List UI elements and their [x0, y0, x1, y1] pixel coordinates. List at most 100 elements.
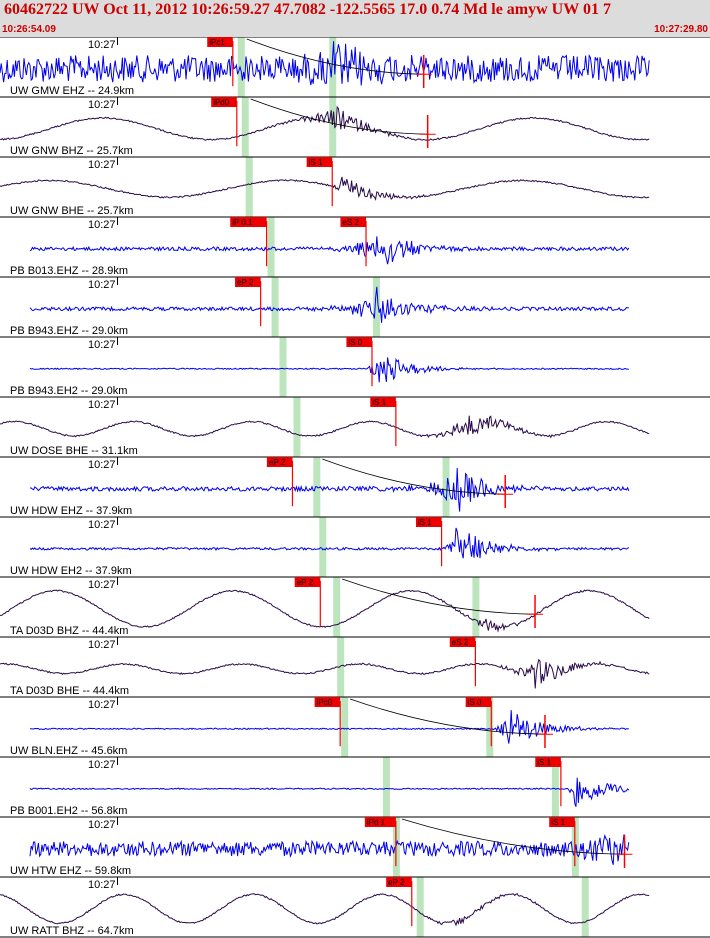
s-pick-flag[interactable]: [549, 817, 575, 827]
trace-row[interactable]: 10:27 iS 1 PB B001.EH2 -- 56.8km: [0, 756, 710, 817]
s-pick-flag[interactable]: [465, 697, 492, 707]
pick-window: [293, 397, 301, 457]
pick-window: [237, 37, 245, 97]
pick-window: [329, 97, 337, 157]
trace-row[interactable]: 10:27 eP 2 UW HDW EHZ -- 37.9km: [0, 456, 710, 517]
s-pick-label: iS 0: [348, 338, 362, 347]
trace-row[interactable]: 10:27 eS 2 TA D03D BHE -- 44.4km: [0, 636, 710, 697]
theory-curve: [322, 458, 506, 495]
trace-row[interactable]: 10:27 iS 1 UW DOSE BHE -- 31.1km: [0, 396, 710, 457]
p-pick-label: eP 2: [269, 458, 286, 467]
p-pick-flag[interactable]: [211, 97, 237, 107]
s-pick-label: eS 2: [452, 638, 469, 647]
station-label: UW GNW BHE -- 25.7km: [10, 205, 133, 217]
p-pick-label: iPd0: [213, 98, 230, 107]
p-pick-label: eP 2: [297, 578, 314, 587]
station-label: PB B943.EH2 -- 29.0km: [10, 385, 127, 397]
station-label: UW HDW EHZ -- 37.9km: [10, 505, 132, 517]
s-pick-label: iS 1: [551, 818, 565, 827]
trace-row[interactable]: 10:27 eP 2 PB B943.EHZ -- 29.0km: [0, 276, 710, 337]
pick-window: [341, 697, 349, 757]
waveform: [29, 527, 630, 559]
waveform: [29, 357, 629, 383]
pick-window: [271, 277, 279, 337]
p-pick-flag[interactable]: [230, 217, 267, 227]
minute-label: 10:27: [88, 219, 116, 231]
minute-label: 10:27: [88, 579, 116, 591]
theory-curve: [342, 578, 536, 615]
trace-row[interactable]: 10:27 iPc0 iS 0 UW BLN.EHZ -- 45.6km: [0, 696, 710, 757]
waveform: [0, 41, 650, 86]
s-pick-label: iS 0: [468, 698, 482, 707]
s-pick-flag[interactable]: [535, 757, 561, 767]
trace-row[interactable]: 10:27 iP 0.1 eS 2 PB B013.EHZ -- 28.9km: [0, 216, 710, 277]
minute-label: 10:27: [88, 159, 116, 171]
event-title: 60462722 UW Oct 11, 2012 10:26:59.27 47.…: [4, 1, 611, 18]
s-pick-label: iS 1: [418, 518, 432, 527]
minute-label: 10:27: [88, 339, 116, 351]
minute-label: 10:27: [88, 759, 116, 771]
s-pick-flag[interactable]: [340, 217, 367, 227]
minute-label: 10:27: [88, 99, 116, 111]
station-label: PB B013.EHZ -- 28.9km: [10, 265, 128, 277]
pick-window: [581, 877, 589, 937]
theory-curve: [246, 38, 424, 75]
pick-window: [472, 577, 480, 637]
trace-row[interactable]: 10:27 iPd0 UW GNW BHZ -- 25.7km: [0, 96, 710, 157]
station-label: UW HTW EHZ -- 59.8km: [10, 865, 131, 877]
waveform: [0, 176, 650, 201]
waveform: [0, 589, 650, 633]
s-pick-label: iS 1: [537, 758, 551, 767]
pick-window: [241, 97, 249, 157]
seismogram-plot: 10:27 iPc1 UW GMW EHZ -- 24.9km 10:27 iPd0 UW…: [0, 37, 710, 938]
p-pick-flag[interactable]: [314, 697, 341, 707]
theory-curve: [401, 818, 625, 855]
waveform: [29, 710, 629, 744]
s-pick-flag[interactable]: [346, 337, 372, 347]
trace-row[interactable]: 10:27 iS 1 UW GNW BHE -- 25.7km: [0, 156, 710, 217]
pick-window: [245, 157, 253, 217]
minute-label: 10:27: [88, 699, 116, 711]
p-pick-flag[interactable]: [294, 577, 321, 587]
end-time-label: 10:27:29.80: [654, 24, 708, 35]
waveform: [0, 105, 650, 141]
trace-row[interactable]: 10:27 iPd 1 iS 1 UW HTW EHZ -- 59.8km: [0, 816, 710, 877]
trace-row[interactable]: 10:27 iPc1 UW GMW EHZ -- 24.9km: [0, 37, 710, 97]
pick-window: [382, 757, 390, 817]
s-pick-flag[interactable]: [449, 637, 476, 647]
waveform: [29, 834, 630, 865]
pick-window: [333, 577, 341, 637]
minute-label: 10:27: [88, 639, 116, 651]
pick-window: [279, 337, 287, 397]
pick-window: [337, 637, 345, 697]
p-pick-flag[interactable]: [364, 817, 396, 827]
p-pick-label: iP 0.1: [232, 218, 253, 227]
pick-window: [319, 517, 327, 577]
theory-curve: [250, 98, 428, 135]
waveform: [30, 467, 630, 512]
s-pick-flag[interactable]: [415, 517, 442, 527]
station-label: UW RATT BHZ -- 64.7km: [10, 925, 134, 937]
minute-label: 10:27: [88, 399, 116, 411]
s-pick-label: iS 1: [372, 398, 386, 407]
trace-row[interactable]: 10:27 eP 2 UW RATT BHZ -- 64.7km: [0, 876, 710, 937]
station-label: PB B001.EH2 -- 56.8km: [10, 805, 127, 817]
pick-window: [442, 457, 450, 517]
p-pick-flag[interactable]: [235, 277, 261, 287]
p-pick-flag[interactable]: [386, 877, 412, 887]
theory-curve: [350, 698, 545, 735]
p-pick-flag[interactable]: [266, 457, 293, 467]
s-pick-flag[interactable]: [370, 397, 396, 407]
trace-row[interactable]: 10:27 iS 1 UW HDW EH2 -- 37.9km: [0, 516, 710, 577]
s-pick-label: eS 2: [342, 218, 359, 227]
event-header: 60462722 UW Oct 11, 2012 10:26:59.27 47.…: [0, 0, 710, 37]
p-pick-label: iPc0: [317, 698, 333, 707]
waveform: [0, 415, 650, 439]
pick-window: [372, 277, 380, 337]
trace-row[interactable]: 10:27 iS 0 PB B943.EH2 -- 29.0km: [0, 336, 710, 397]
trace-row[interactable]: 10:27 eP 2 TA D03D BHZ -- 44.4km: [0, 576, 710, 637]
p-pick-flag[interactable]: [207, 37, 233, 47]
waveform: [29, 286, 629, 323]
s-pick-flag[interactable]: [306, 157, 333, 167]
minute-label: 10:27: [88, 519, 116, 531]
